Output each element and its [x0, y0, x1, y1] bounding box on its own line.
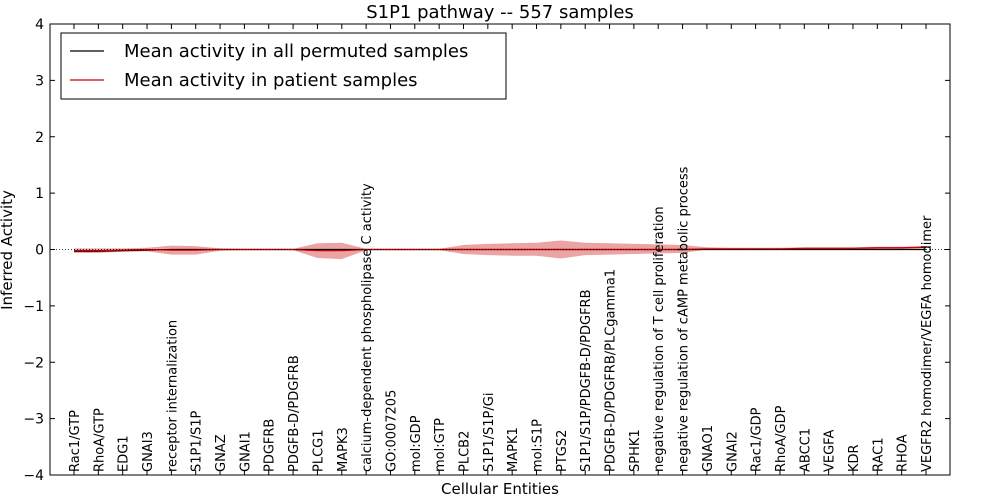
x-tick-label: GNAZ — [214, 434, 229, 472]
x-tick-label: PTGS2 — [555, 430, 570, 472]
x-tick-label: RhoA/GDP — [774, 405, 789, 472]
legend-frame — [60, 32, 507, 100]
y-tick-label: −3 — [23, 412, 44, 428]
x-tick-label: PLCG1 — [311, 429, 326, 472]
y-tick-label: −4 — [23, 468, 44, 484]
x-tick-label: mol:S1P — [531, 419, 546, 472]
x-tick-label: negative regulation of T cell proliferat… — [652, 206, 667, 472]
x-tick-label: SPHK1 — [628, 429, 643, 472]
y-tick-label: 0 — [35, 243, 44, 259]
x-tick-label: Rac1/GDP — [750, 407, 765, 472]
x-tick-label: MAPK3 — [336, 427, 351, 472]
legend: Mean activity in all permuted samples Me… — [60, 32, 507, 100]
x-tick-label: EDG1 — [117, 435, 132, 472]
x-tick-label: PDGFB-D/PDGFRB — [287, 355, 302, 472]
y-tick-label: 1 — [35, 186, 44, 202]
y-tick-label: −2 — [23, 355, 44, 371]
legend-label-permuted: Mean activity in all permuted samples — [124, 41, 468, 62]
x-tick-label: GNAI3 — [141, 431, 156, 472]
x-tick-label: PDGFB-D/PDGFRB/PLCgamma1 — [604, 269, 619, 472]
x-tick-label: ABCC1 — [798, 428, 813, 472]
x-tick-label: mol:GDP — [409, 415, 424, 472]
x-tick-label: receptor internalization — [165, 320, 180, 472]
x-tick-label: GNAO1 — [701, 425, 716, 472]
y-axis-label: Inferred Activity — [0, 190, 16, 310]
x-tick-label: RhoA/GTP — [92, 408, 107, 472]
y-tick-label: 3 — [35, 73, 44, 89]
y-tick-label: 4 — [35, 17, 44, 33]
x-tick-label: KDR — [847, 444, 862, 472]
legend-label-patient: Mean activity in patient samples — [124, 70, 418, 91]
x-tick-label: Rac1/GTP — [68, 410, 83, 472]
y-tick-label: 2 — [35, 130, 44, 146]
x-tick-label: S1P1/S1P/Gi — [482, 393, 497, 472]
y-tick-label: −1 — [23, 299, 44, 315]
x-tick-label: S1P1/S1P/PDGFB-D/PDGFRB — [579, 289, 594, 472]
x-tick-label: PLCB2 — [458, 431, 473, 472]
x-tick-label: S1P1/S1P — [190, 410, 205, 472]
x-tick-label: RHOA — [896, 434, 911, 472]
x-tick-label: RAC1 — [871, 437, 886, 472]
x-tick-label: calcium-dependent phospholipase C activi… — [360, 183, 375, 472]
x-tick-label: GNAI1 — [238, 431, 253, 472]
x-tick-label: mol:GTP — [433, 418, 448, 472]
x-tick-label: GNAI2 — [725, 431, 740, 472]
chart-title: S1P1 pathway -- 557 samples — [366, 2, 634, 23]
x-tick-label: VEGFR2 homodimer/VEGFA homodimer — [920, 215, 935, 472]
x-tick-label: MAPK1 — [506, 427, 521, 472]
x-axis-label: Cellular Entities — [441, 480, 559, 498]
x-tick-label: GO:0007205 — [385, 390, 400, 472]
x-tick-label: VEGFA — [823, 430, 838, 472]
x-tick-label: PDGFRB — [263, 419, 278, 472]
x-tick-label: negative regulation of cAMP metabolic pr… — [677, 166, 692, 472]
